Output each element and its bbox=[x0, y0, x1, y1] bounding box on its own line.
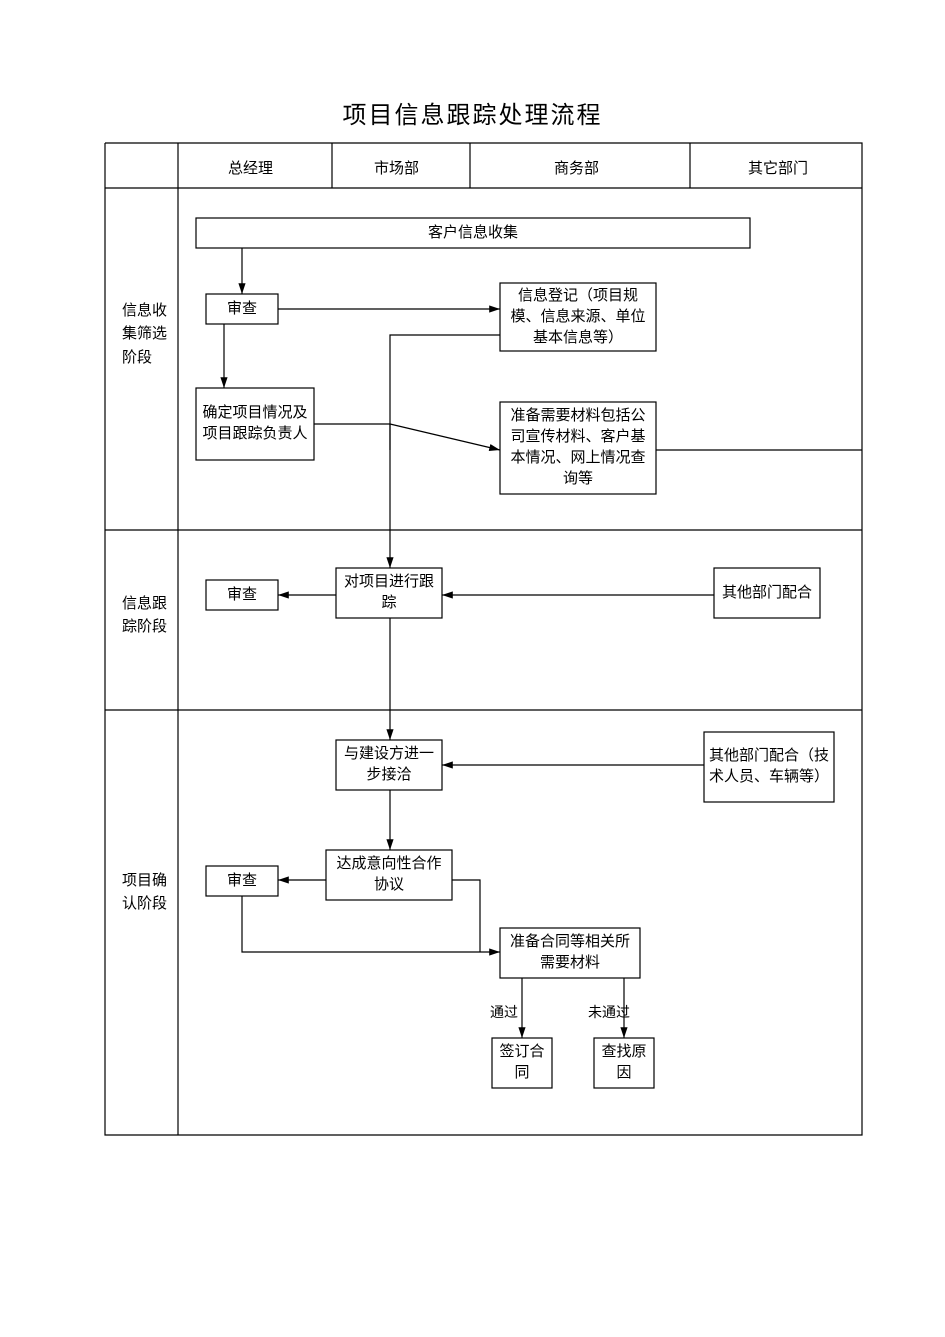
node-n_contact: 与建设方进一步接洽 bbox=[340, 740, 438, 790]
column-header: 其它部门 bbox=[748, 157, 808, 178]
column-header: 总经理 bbox=[228, 157, 273, 178]
node-n_track: 对项目进行跟踪 bbox=[340, 568, 438, 618]
node-n_review3: 审查 bbox=[210, 866, 274, 896]
edge-label-fail: 未通过 bbox=[588, 1002, 630, 1022]
node-n_register: 信息登记（项目规模、信息来源、单位基本信息等） bbox=[504, 283, 652, 351]
node-n_other1: 其他部门配合 bbox=[718, 568, 816, 618]
edge-label-pass: 通过 bbox=[490, 1002, 518, 1022]
row-header: 信息跟踪阶段 bbox=[122, 593, 170, 640]
node-n_review2: 审查 bbox=[210, 580, 274, 610]
row-header: 项目确认阶段 bbox=[122, 870, 170, 917]
node-n_agree: 达成意向性合作协议 bbox=[330, 850, 448, 900]
node-n_sign: 签订合同 bbox=[496, 1038, 548, 1088]
node-n_collect: 客户信息收集 bbox=[200, 218, 746, 248]
node-n_prep2: 准备合同等相关所需要材料 bbox=[504, 928, 636, 978]
node-n_other2: 其他部门配合（技术人员、车辆等） bbox=[708, 732, 830, 802]
column-header: 商务部 bbox=[554, 157, 599, 178]
node-n_review1: 审查 bbox=[210, 294, 274, 324]
node-n_prepare: 准备需要材料包括公司宣传材料、客户基本情况、网上情况查询等 bbox=[504, 402, 652, 494]
flowchart-svg bbox=[0, 0, 945, 1337]
node-n_confirm: 确定项目情况及项目跟踪负责人 bbox=[200, 388, 310, 460]
flowchart-page: 项目信息跟踪处理流程 { "title": "项目信息跟踪处理流程", "col… bbox=[0, 0, 945, 1337]
row-header: 信息收集筛选阶段 bbox=[122, 300, 170, 370]
column-header: 市场部 bbox=[374, 157, 419, 178]
node-n_find: 查找原因 bbox=[598, 1038, 650, 1088]
